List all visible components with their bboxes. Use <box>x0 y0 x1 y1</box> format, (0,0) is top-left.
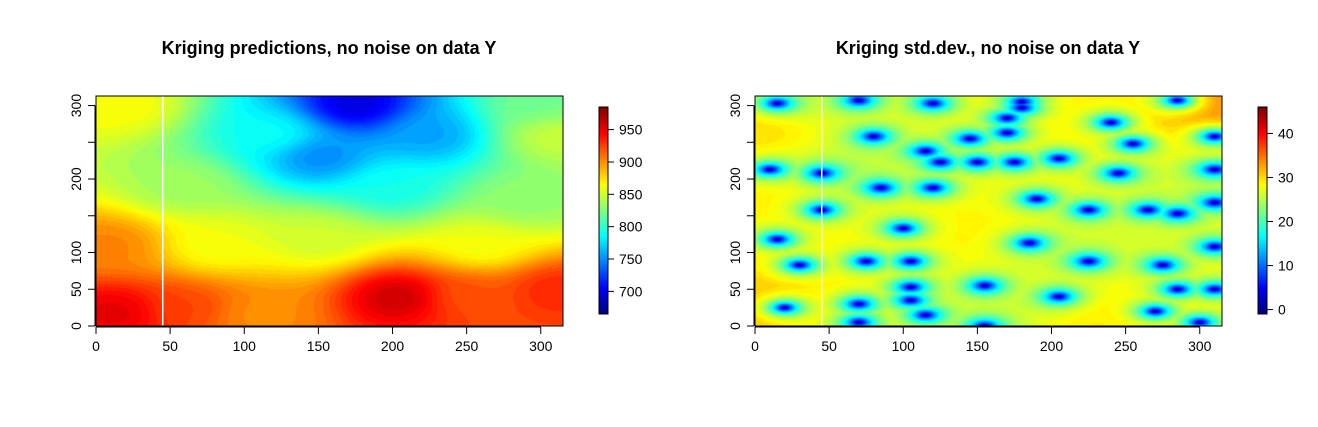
predictions-x-tick-label: 150 <box>307 338 331 354</box>
stddev-y-axis: 0 50 100 200 300 <box>727 94 755 330</box>
predictions-x-axis: 0 50 100 150 200 250 300 <box>92 326 553 354</box>
stddev-panel: Kriging std.dev., no noise on data Y 0 50… <box>727 38 1294 354</box>
predictions-colorbar-axis: 700 750 800 850 900 950 <box>607 122 643 299</box>
stddev-x-tick-label: 0 <box>751 338 759 354</box>
stddev-surface <box>755 96 1222 326</box>
predictions-colorbar-tick-label: 850 <box>619 186 643 202</box>
stddev-y-tick-label: 300 <box>727 94 743 118</box>
stddev-x-tick-label: 50 <box>821 338 837 354</box>
predictions-colorbar <box>599 107 608 314</box>
predictions-y-tick-label: 200 <box>68 167 84 191</box>
predictions-y-tick-label: 100 <box>68 241 84 265</box>
predictions-plot-frame <box>95 95 564 327</box>
predictions-y-tick-label: 0 <box>68 322 84 330</box>
predictions-y-tick-label: 300 <box>68 94 84 118</box>
stddev-colorbar-tick-label: 40 <box>1278 125 1294 141</box>
predictions-colorbar-tick-label: 700 <box>619 283 643 299</box>
predictions-x-tick-label: 250 <box>455 338 479 354</box>
predictions-colorbar-tick-label: 800 <box>619 219 643 235</box>
predictions-x-tick-label: 50 <box>162 338 178 354</box>
predictions-x-tick-label: 300 <box>529 338 553 354</box>
stddev-x-tick-label: 200 <box>1040 338 1064 354</box>
stddev-y-tick-label: 0 <box>727 322 743 330</box>
predictions-x-tick-label: 100 <box>233 338 257 354</box>
stddev-colorbar-tick-label: 30 <box>1278 169 1294 185</box>
stddev-x-tick-label: 250 <box>1114 338 1138 354</box>
stddev-y-tick-label: 100 <box>727 241 743 265</box>
predictions-colorbar-tick-label: 750 <box>619 251 643 267</box>
stddev-x-tick-label: 150 <box>966 338 990 354</box>
predictions-y-axis: 0 50 100 200 300 <box>68 94 96 330</box>
predictions-colorbar-tick-label: 900 <box>619 154 643 170</box>
stddev-colorbar <box>1258 107 1267 314</box>
predictions-x-tick-label: 0 <box>92 338 100 354</box>
stddev-title: Kriging std.dev., no noise on data Y <box>836 38 1140 58</box>
stddev-colorbar-axis: 0 10 20 30 40 <box>1266 125 1294 318</box>
predictions-x-tick-label: 200 <box>381 338 405 354</box>
predictions-surface <box>96 96 563 326</box>
predictions-title: Kriging predictions, no noise on data Y <box>162 38 497 58</box>
stddev-colorbar-tick-label: 0 <box>1278 302 1286 318</box>
predictions-panel: Kriging predictions, no noise on data Y … <box>68 38 643 354</box>
stddev-colorbar-tick-label: 10 <box>1278 258 1294 274</box>
stddev-y-tick-label: 50 <box>727 281 743 297</box>
stddev-x-tick-label: 300 <box>1188 338 1212 354</box>
predictions-colorbar-tick-label: 950 <box>619 122 643 138</box>
stddev-x-axis: 0 50 100 150 200 250 300 <box>751 326 1212 354</box>
stddev-plot-frame <box>754 95 1223 327</box>
stddev-colorbar-tick-label: 20 <box>1278 214 1294 230</box>
stddev-y-tick-label: 200 <box>727 167 743 191</box>
predictions-y-tick-label: 50 <box>68 281 84 297</box>
stddev-x-tick-label: 100 <box>892 338 916 354</box>
